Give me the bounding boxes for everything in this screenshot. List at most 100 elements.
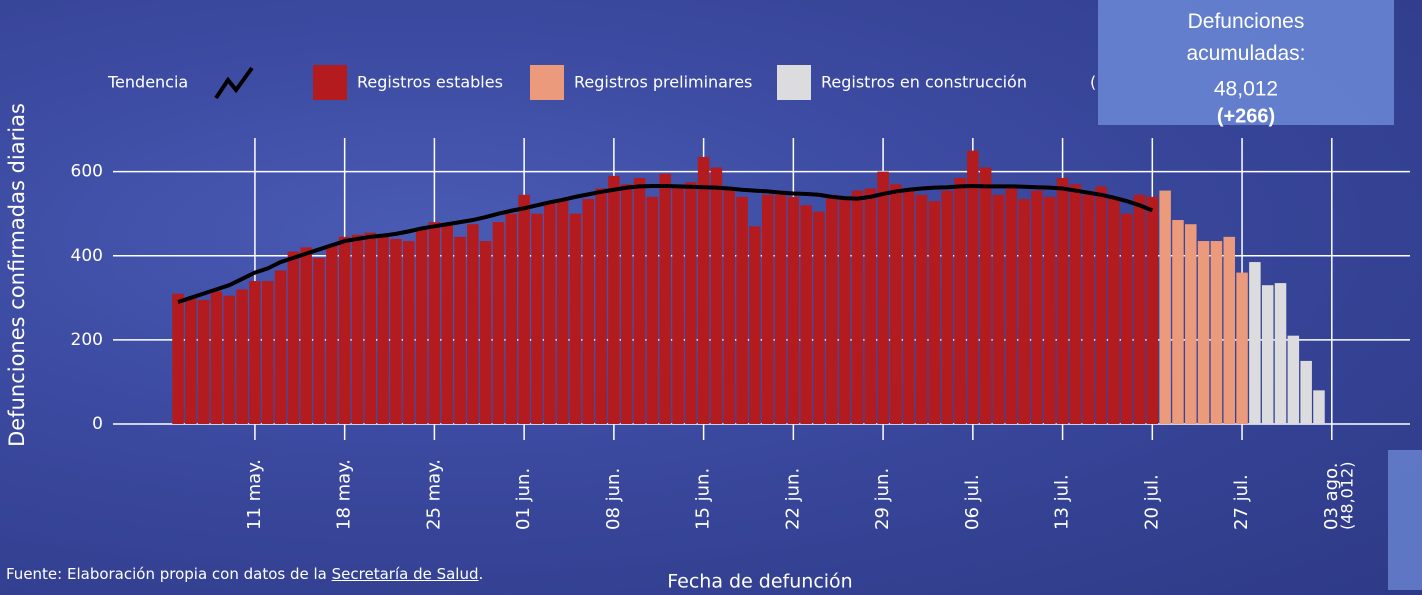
y-tick-label: 0 <box>92 414 103 434</box>
bar <box>454 237 466 424</box>
bar <box>1288 336 1300 424</box>
annotation-change: (+266) <box>1217 105 1275 127</box>
bar <box>724 188 736 424</box>
bar <box>377 237 389 424</box>
bar <box>634 178 646 424</box>
x-axis-label: Fecha de defunción <box>667 571 852 593</box>
bar <box>441 224 453 424</box>
legend-label: Tendencia <box>107 73 188 92</box>
bar <box>1082 195 1094 424</box>
bar <box>762 195 774 424</box>
x-tick-note: (48,012) <box>1337 462 1356 530</box>
bar <box>890 184 902 424</box>
bar <box>518 195 530 424</box>
bar <box>647 197 659 424</box>
bar <box>236 289 248 424</box>
bar <box>185 298 197 424</box>
bar <box>300 247 312 424</box>
bar <box>275 270 287 424</box>
bar <box>1211 241 1223 424</box>
source-link[interactable]: Secretaría de Salud <box>332 565 479 583</box>
bar <box>480 241 492 424</box>
x-tick-label: 18 may. <box>334 459 355 530</box>
bar <box>557 201 569 424</box>
bar <box>467 224 479 424</box>
bar <box>1185 224 1197 424</box>
side-panel <box>1388 450 1422 590</box>
bar <box>1006 188 1018 424</box>
source: Fuente: Elaboración propia con datos de … <box>6 565 483 583</box>
x-tick-label: 08 jun. <box>603 468 624 530</box>
bar <box>211 292 223 424</box>
bar <box>249 281 260 424</box>
bar <box>416 228 428 424</box>
legend-label: Registros preliminares <box>574 73 752 92</box>
bar <box>788 197 800 424</box>
x-tick-label: 29 jun. <box>872 468 893 530</box>
bar <box>839 197 851 424</box>
bar <box>1275 283 1287 424</box>
x-tick-label: 13 jul. <box>1052 474 1073 530</box>
bar <box>813 212 825 424</box>
legend-label: Registros estables <box>357 73 503 92</box>
bar <box>1134 195 1146 424</box>
x-tick-label: 25 may. <box>423 459 444 530</box>
y-tick-label: 400 <box>71 246 103 266</box>
x-tick-label: 15 jun. <box>693 468 714 530</box>
bar <box>941 191 953 424</box>
bar <box>390 239 402 424</box>
bar <box>1300 361 1312 424</box>
bar <box>352 235 364 424</box>
bar <box>1031 191 1043 424</box>
x-tick-label: 22 jun. <box>782 468 803 530</box>
bar <box>493 222 505 424</box>
bar <box>224 296 236 424</box>
bar <box>288 252 300 424</box>
bar <box>800 205 812 424</box>
legend-swatch <box>777 65 811 100</box>
bar <box>544 203 556 424</box>
bar <box>1262 285 1274 424</box>
bar <box>403 241 415 424</box>
bar <box>1159 191 1171 424</box>
y-tick-label: 200 <box>71 330 103 350</box>
bar <box>659 174 671 424</box>
bar <box>1070 184 1082 424</box>
legend-trend-icon <box>216 68 252 98</box>
bar <box>595 188 607 424</box>
bar <box>1249 262 1261 424</box>
bar <box>1121 214 1133 424</box>
bar <box>1095 186 1107 424</box>
y-axis-label: Defunciones confirmadas diarias <box>5 103 29 447</box>
bar <box>954 178 966 424</box>
bar <box>993 195 1005 424</box>
bar <box>1236 273 1248 424</box>
bar <box>506 214 518 424</box>
bar <box>698 157 710 424</box>
bar <box>865 188 877 424</box>
legend-swatch <box>530 65 564 100</box>
annotation-total: 48,012 <box>1214 78 1278 101</box>
bar <box>826 195 838 424</box>
x-tick-label: 27 jul. <box>1231 474 1252 530</box>
bar <box>1044 197 1056 424</box>
bar <box>775 195 787 424</box>
bar <box>980 167 992 424</box>
legend-note: ( <box>1090 73 1096 92</box>
bar <box>570 214 582 424</box>
bar <box>339 237 351 424</box>
chart: 020040060011 may.18 may.25 may.01 jun.08… <box>0 0 1422 595</box>
bar <box>365 233 377 424</box>
bar <box>262 281 274 424</box>
bar <box>877 172 889 424</box>
bar <box>711 167 723 424</box>
bar <box>749 226 761 424</box>
page: 020040060011 may.18 may.25 may.01 jun.08… <box>0 0 1422 595</box>
x-tick-label: 01 jun. <box>513 468 534 530</box>
bar <box>429 222 441 424</box>
bar <box>326 245 338 424</box>
bar <box>172 294 184 424</box>
bar <box>967 151 979 424</box>
bar <box>929 201 941 424</box>
bar <box>531 214 543 424</box>
